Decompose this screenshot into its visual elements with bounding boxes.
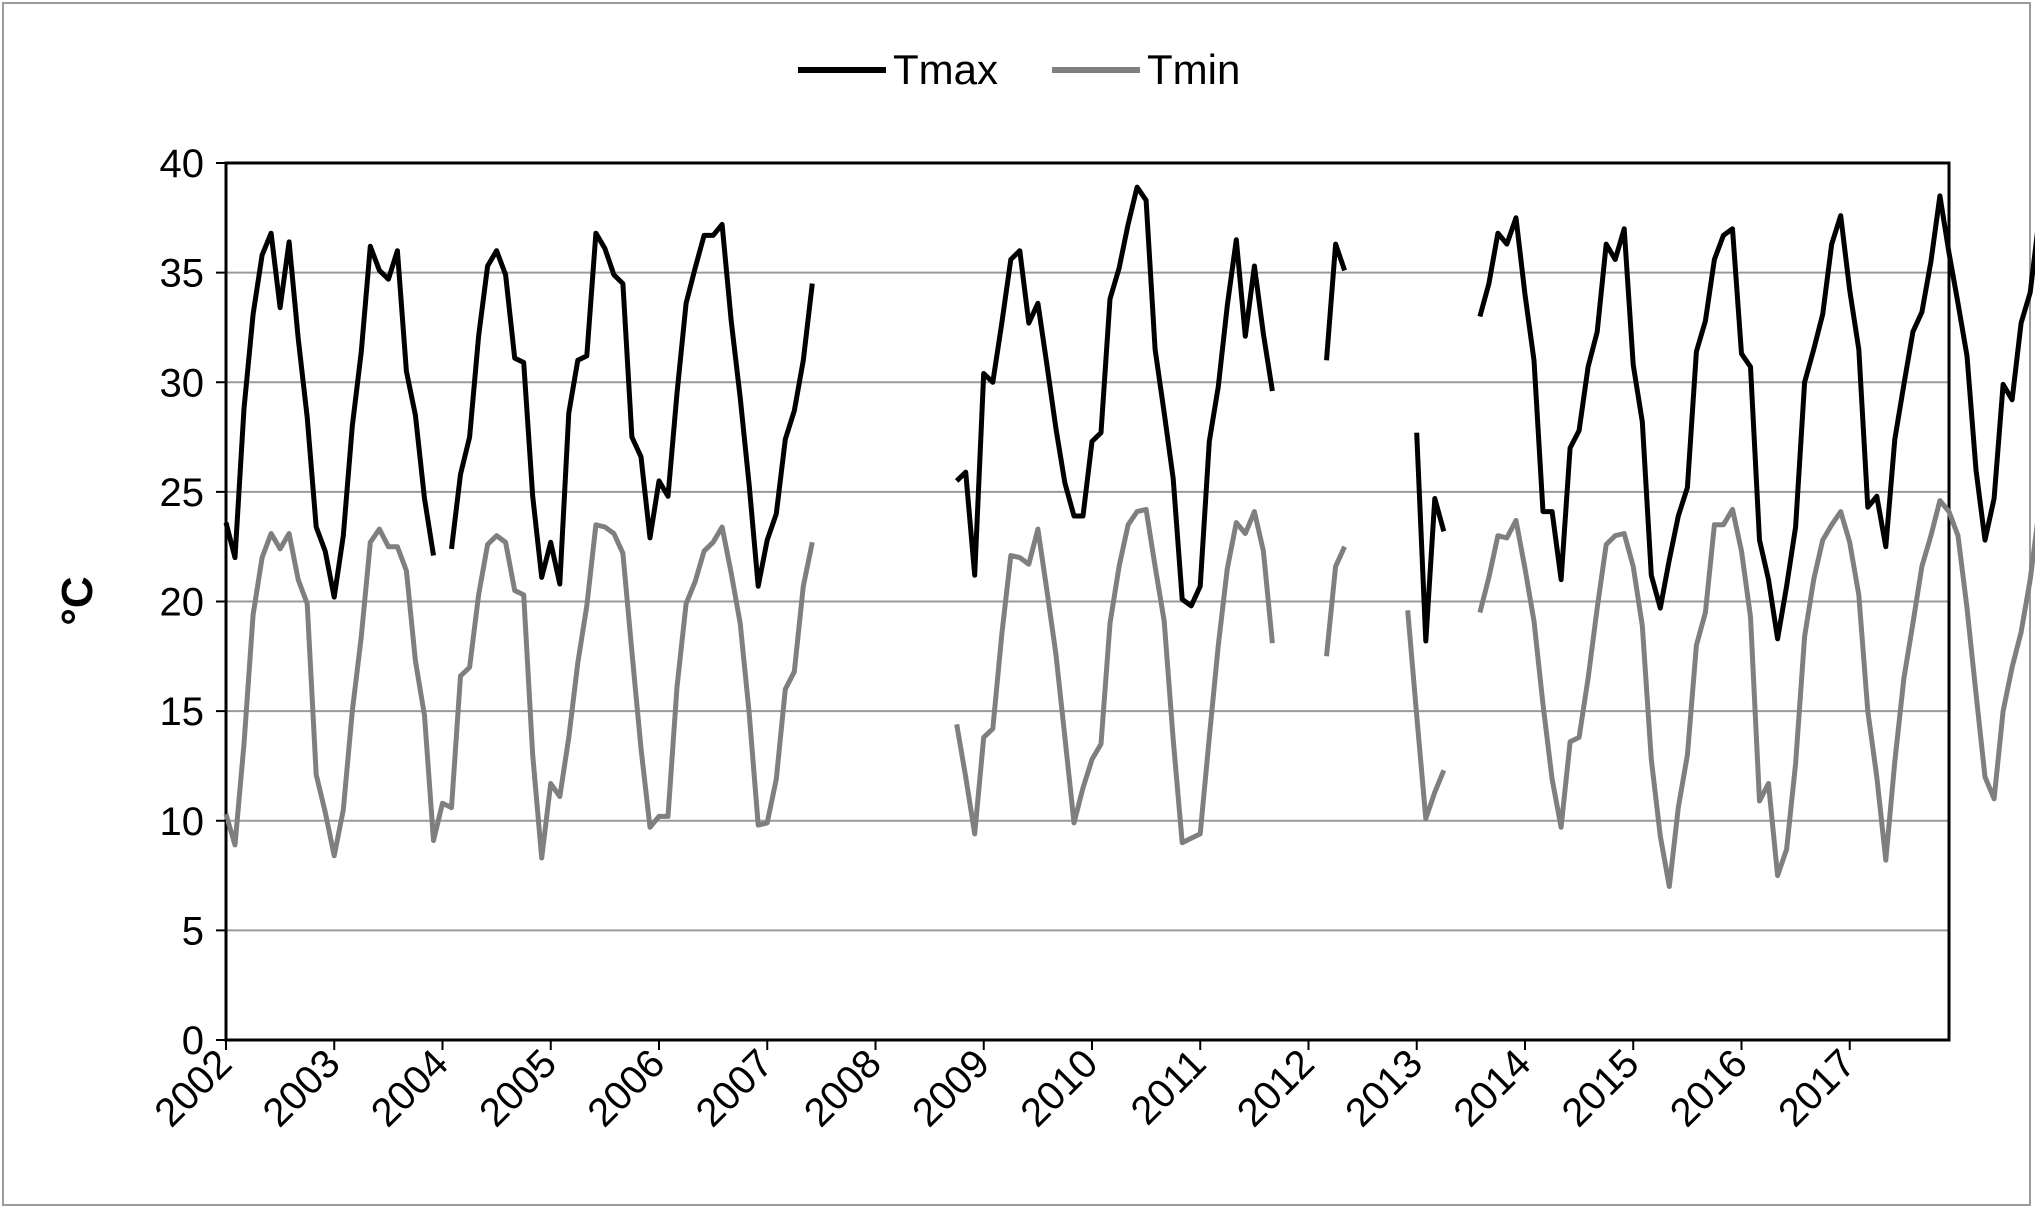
series-line-tmax: [223, 184, 2035, 644]
x-axis: 2002 2003 2004 2005 2006 2007 2008 2009 2010 2011…: [146, 1040, 1864, 1135]
x-tick-label: 2016: [1662, 1041, 1756, 1135]
x-tick-label: 2008: [796, 1041, 890, 1135]
y-tick-label: 10: [160, 800, 205, 844]
y-tick-label: 5: [182, 909, 204, 953]
legend: Tmax Tmin: [798, 46, 1240, 93]
legend-item-tmin: Tmin: [1052, 46, 1240, 93]
y-tick-label: 25: [160, 471, 205, 515]
y-tick-label: 15: [160, 690, 205, 734]
x-tick-label: 2015: [1554, 1041, 1648, 1135]
y-tick-label: 35: [160, 252, 205, 296]
x-tick-label: 2005: [471, 1041, 565, 1135]
x-tick-label: 2006: [579, 1041, 673, 1135]
x-tick-label: 2003: [255, 1041, 349, 1135]
x-tick-label: 2017: [1770, 1041, 1864, 1135]
legend-label: Tmin: [1147, 46, 1240, 93]
y-tick-label: 30: [160, 361, 205, 405]
series-tmax: [223, 184, 2035, 644]
x-tick-label: 2012: [1229, 1041, 1323, 1135]
y-axis: 0 5 10 15 20 25 30 35 40: [160, 142, 226, 1063]
x-tick-label: 2011: [1123, 1041, 1215, 1133]
x-tick-label: 2013: [1337, 1041, 1431, 1135]
x-tick-label: 2009: [904, 1041, 998, 1135]
series-tmin: [223, 498, 2035, 889]
series-layer: [223, 184, 2035, 889]
y-tick-label: 20: [160, 581, 205, 625]
gridlines: [226, 271, 1949, 932]
x-tick-label: 2014: [1445, 1041, 1539, 1135]
y-axis-label: °C: [53, 576, 102, 625]
legend-label: Tmax: [893, 46, 998, 93]
y-tick-label: 40: [160, 142, 205, 186]
y-tick-label: 0: [182, 1019, 204, 1063]
x-tick-label: 2004: [363, 1041, 457, 1135]
x-tick-label: 2007: [688, 1041, 782, 1135]
legend-item-tmax: Tmax: [798, 46, 998, 93]
x-tick-label: 2010: [1012, 1041, 1106, 1135]
